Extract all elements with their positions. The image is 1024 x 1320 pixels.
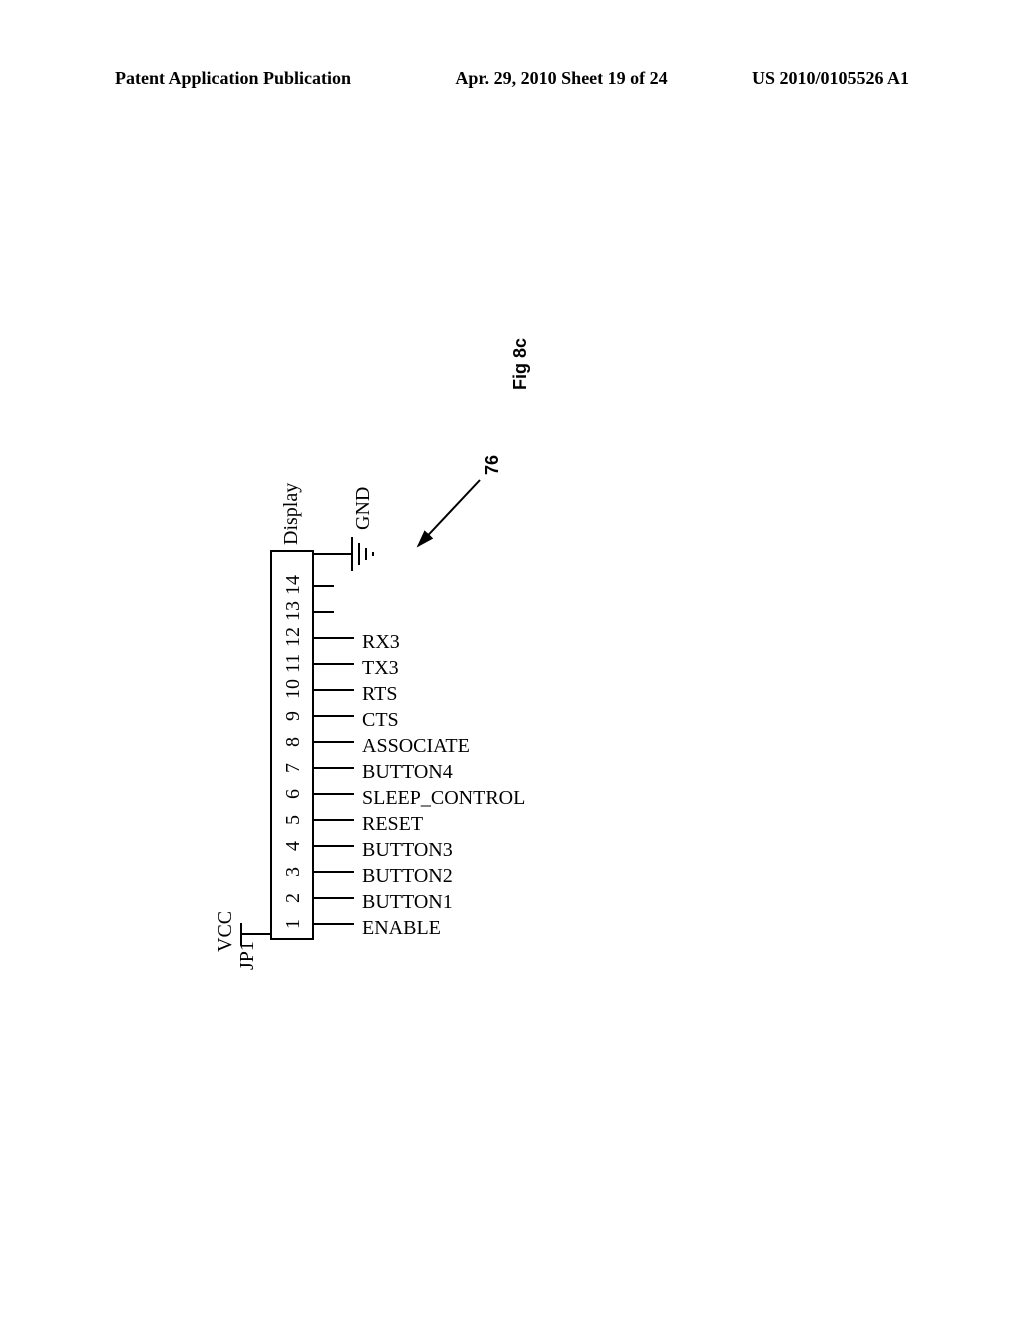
reference-arrow [410, 470, 490, 560]
pin-label: SLEEP_CONTROL [362, 787, 525, 810]
pin-lead [314, 819, 354, 821]
vcc-bar [240, 923, 242, 945]
schematic-diagram: JP1 Display VCC GND 1ENABLE2BUTTON13BUTT… [230, 230, 1024, 1030]
pin-number: 7 [282, 763, 305, 773]
gnd-lead [314, 553, 352, 555]
pin-label: BUTTON2 [362, 865, 453, 888]
pin-lead [314, 897, 354, 899]
pin-label: BUTTON1 [362, 891, 453, 914]
pin-number: 5 [282, 815, 305, 825]
pin-label: ENABLE [362, 917, 441, 940]
pin-number: 8 [282, 737, 305, 747]
pin-label: BUTTON4 [362, 761, 453, 784]
pin-lead [314, 611, 334, 613]
pin-number: 2 [282, 893, 305, 903]
component-label: Display [280, 483, 303, 545]
pin-label: RX3 [362, 631, 400, 654]
connector-ref-label: JP1 [236, 941, 259, 970]
header-mid: Apr. 29, 2010 Sheet 19 of 24 [351, 68, 752, 89]
reference-number: 76 [482, 455, 503, 475]
pin-lead [314, 663, 354, 665]
pin-number: 10 [282, 679, 305, 699]
header-right: US 2010/0105526 A1 [752, 68, 909, 89]
pin-number: 11 [282, 654, 305, 673]
pin-number: 1 [282, 919, 305, 929]
pin-label: BUTTON3 [362, 839, 453, 862]
pin-lead [314, 689, 354, 691]
header-left: Patent Application Publication [115, 68, 351, 89]
pin-lead [314, 923, 354, 925]
pin-label: ASSOCIATE [362, 735, 470, 758]
figure-caption: Fig 8c [510, 338, 531, 390]
pin-lead [314, 637, 354, 639]
pin-lead [314, 793, 354, 795]
pin-label: RESET [362, 813, 423, 836]
vcc-lead [242, 933, 270, 935]
pin-number: 6 [282, 789, 305, 799]
pin-lead [314, 585, 334, 587]
pin-label: CTS [362, 709, 399, 732]
pin-number: 12 [282, 627, 305, 647]
gnd-label: GND [352, 487, 375, 530]
pin-number: 4 [282, 841, 305, 851]
vcc-label: VCC [214, 911, 237, 952]
pin-lead [314, 845, 354, 847]
pin-lead [314, 741, 354, 743]
pin-lead [314, 715, 354, 717]
pin-number: 9 [282, 711, 305, 721]
pin-lead [314, 767, 354, 769]
pin-label: RTS [362, 683, 397, 706]
pin-number: 3 [282, 867, 305, 877]
gnd-symbol [348, 533, 378, 575]
pin-number: 14 [282, 575, 305, 595]
pin-number: 13 [282, 601, 305, 621]
pin-label: TX3 [362, 657, 399, 680]
pin-lead [314, 871, 354, 873]
page-header: Patent Application Publication Apr. 29, … [0, 68, 1024, 89]
